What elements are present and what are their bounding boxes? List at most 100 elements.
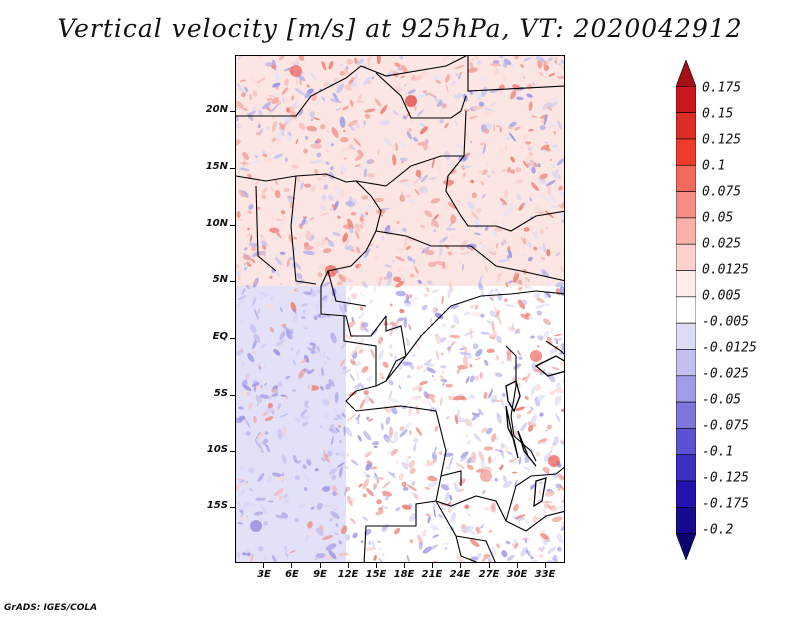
- lon-label: 30E: [506, 569, 528, 580]
- field-cell: [491, 455, 497, 464]
- field-cell: [252, 382, 260, 388]
- field-cell: [316, 502, 323, 510]
- field-cell: [433, 214, 439, 220]
- field-cell: [350, 497, 355, 502]
- field-cell: [236, 139, 241, 146]
- field-cell: [516, 293, 520, 295]
- field-cell: [348, 560, 351, 562]
- field-cell: [410, 395, 422, 400]
- field-cell: [395, 290, 407, 297]
- field-cell: [562, 376, 564, 383]
- field-cell: [254, 308, 259, 320]
- field-cell: [555, 412, 561, 423]
- field-cell: [321, 535, 334, 541]
- field-cell: [561, 342, 564, 348]
- colorbar-label: -0.2: [702, 522, 734, 538]
- field-cell: [407, 127, 412, 132]
- field-cell: [430, 197, 441, 204]
- field-cell: [268, 395, 272, 401]
- field-cell: [323, 361, 326, 365]
- field-cell: [345, 533, 351, 541]
- lon-tick: [489, 563, 490, 568]
- field-cell: [257, 473, 265, 482]
- field-cell: [330, 511, 340, 520]
- field-cell: [560, 526, 564, 531]
- field-cell: [411, 354, 416, 357]
- field-feature: [530, 350, 542, 362]
- colorbar-label: 0.175: [702, 80, 742, 96]
- field-cell: [258, 492, 262, 496]
- field-cell: [321, 457, 325, 462]
- field-cell: [284, 116, 293, 126]
- field-cell: [245, 375, 251, 378]
- field-cell: [271, 120, 278, 132]
- lat-tick: [230, 225, 235, 226]
- field-cell: [259, 128, 264, 134]
- field-cell: [260, 402, 264, 407]
- field-cell: [245, 233, 251, 237]
- field-cell: [300, 388, 306, 394]
- field-cell: [515, 96, 524, 101]
- field-cell: [323, 555, 335, 559]
- field-cell: [378, 349, 385, 360]
- field-feature: [548, 455, 560, 467]
- field-cell: [527, 559, 538, 562]
- field-cell: [430, 317, 433, 325]
- field-cell: [329, 518, 333, 522]
- lon-label: 18E: [393, 569, 415, 580]
- lat-tick: [230, 395, 235, 396]
- field-cell: [343, 157, 347, 161]
- field-cell: [383, 321, 388, 326]
- lat-label: EQ: [212, 331, 228, 342]
- field-cell: [308, 530, 313, 536]
- field-cell: [258, 546, 264, 552]
- field-cell: [393, 405, 402, 408]
- field-cell: [456, 462, 466, 470]
- field-cell: [541, 501, 554, 503]
- field-cell: [379, 120, 391, 126]
- field-cell: [269, 275, 273, 280]
- field-cell: [483, 446, 494, 451]
- field-cell: [257, 123, 261, 129]
- field-cell: [422, 399, 427, 405]
- field-cell: [237, 521, 243, 525]
- field-cell: [278, 123, 286, 131]
- field-cell: [383, 137, 392, 146]
- field-cell: [466, 440, 472, 445]
- field-cell: [338, 540, 342, 545]
- field-cell: [358, 312, 365, 320]
- field-cell: [345, 426, 353, 437]
- field-cell: [263, 158, 273, 164]
- field-cell: [284, 157, 288, 162]
- field-cell: [277, 428, 283, 440]
- field-cell: [313, 315, 318, 320]
- field-cell: [528, 549, 532, 556]
- field-cell: [301, 316, 306, 319]
- field-cell: [523, 447, 535, 452]
- field-cell: [243, 266, 248, 271]
- field-cell: [507, 555, 515, 561]
- field-cell: [416, 365, 424, 370]
- field-cell: [239, 167, 250, 172]
- field-cell: [543, 540, 548, 546]
- field-cell: [286, 397, 291, 403]
- field-cell: [308, 353, 312, 360]
- field-cell: [408, 323, 412, 331]
- field-cell: [518, 376, 521, 380]
- field-cell: [517, 286, 523, 291]
- field-cell: [337, 458, 343, 464]
- field-cell: [500, 397, 505, 409]
- field-cell: [499, 464, 504, 471]
- field-cell: [263, 520, 269, 526]
- field-cell: [537, 547, 541, 551]
- field-cell: [488, 529, 493, 533]
- field-cell: [388, 344, 393, 350]
- field-cell: [412, 137, 419, 142]
- field-cell: [422, 281, 429, 287]
- field-cell: [559, 347, 564, 356]
- field-cell: [244, 418, 251, 429]
- colorbar-bin: [676, 270, 696, 298]
- field-cell: [325, 543, 337, 551]
- field-cell: [271, 472, 282, 477]
- field-cell: [273, 488, 284, 497]
